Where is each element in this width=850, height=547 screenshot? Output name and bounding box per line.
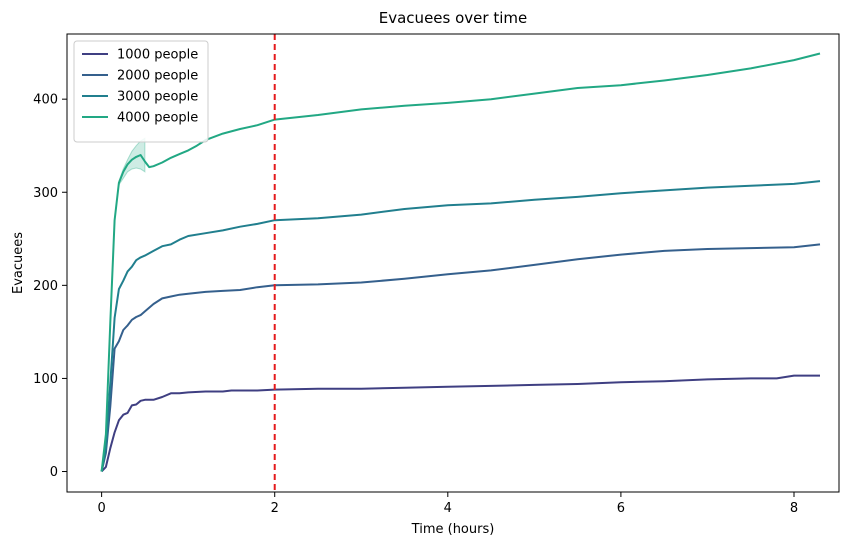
confidence-band-layer <box>118 137 146 187</box>
legend: 1000 people 2000 people 3000 people 4000 pe… <box>73 40 209 143</box>
y-tick-label: 400 <box>33 93 58 108</box>
x-tick-label: 6 <box>617 501 625 516</box>
x-axis-label: Time (hours) <box>411 522 495 537</box>
legend-label: 3000 people <box>117 90 198 105</box>
legend-label: 1000 people <box>117 48 198 63</box>
series-layer <box>100 52 821 473</box>
series-line-4 <box>100 52 821 472</box>
chart-title: Evacuees over time <box>379 9 527 27</box>
x-tick-label: 2 <box>271 501 279 516</box>
axes-layer: 0 2 4 6 8 0 100 200 300 400 <box>33 33 840 516</box>
series-line-2 <box>100 243 821 472</box>
plot-frame <box>66 33 840 493</box>
confidence-band-4000 <box>118 137 146 187</box>
series-line-3 <box>100 180 821 472</box>
y-tick-label: 200 <box>33 279 58 294</box>
x-tick-label: 0 <box>97 501 105 516</box>
x-tick-label: 4 <box>444 501 452 516</box>
y-tick-label: 300 <box>33 186 58 201</box>
legend-label: 4000 people <box>117 111 198 126</box>
legend-label: 2000 people <box>117 69 198 84</box>
y-axis-label: Evacuees <box>11 232 26 294</box>
y-tick-label: 100 <box>33 372 58 387</box>
series-line-1 <box>100 374 820 473</box>
x-tick-label: 8 <box>790 501 798 516</box>
y-tick-label: 0 <box>50 465 58 480</box>
